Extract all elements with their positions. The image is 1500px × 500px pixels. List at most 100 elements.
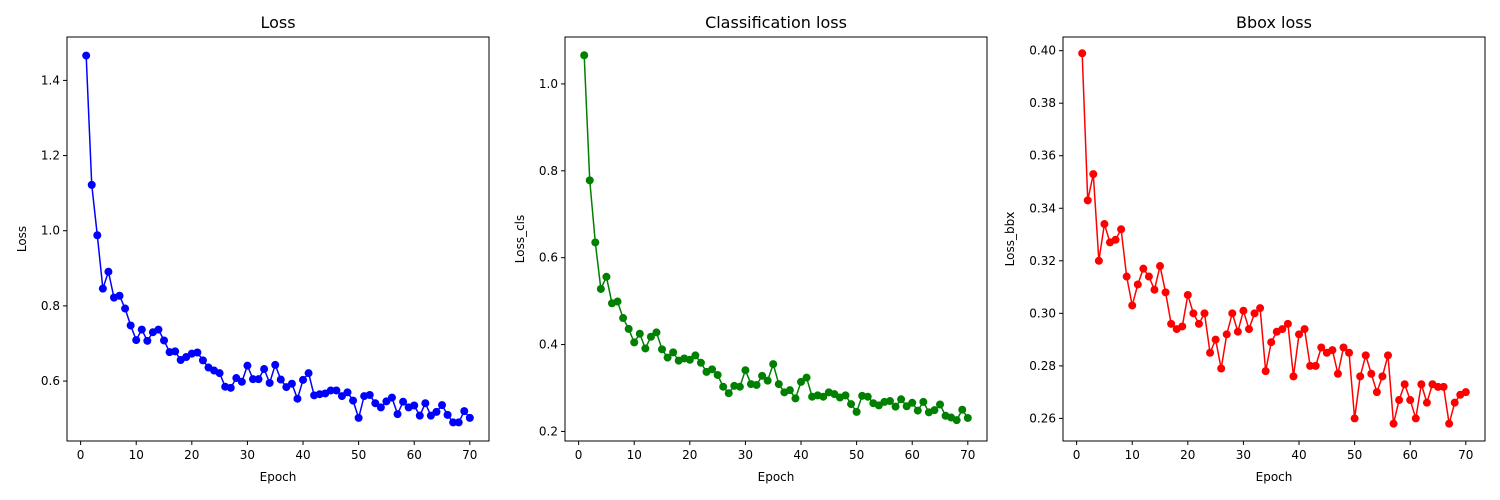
data-point-58 bbox=[897, 395, 906, 404]
data-point-31 bbox=[1244, 325, 1253, 334]
x-tick-label-4: 40 bbox=[1291, 448, 1306, 462]
data-point-46 bbox=[332, 386, 341, 395]
classification-loss-chart-x-axis-label: Epoch bbox=[758, 470, 795, 484]
data-point-21 bbox=[193, 348, 202, 357]
data-point-51 bbox=[1356, 372, 1365, 381]
data-point-5 bbox=[1100, 220, 1109, 229]
data-point-56 bbox=[387, 393, 396, 402]
data-point-2 bbox=[87, 180, 96, 189]
x-tick-label-0: 0 bbox=[77, 448, 85, 462]
x-tick-label-3: 30 bbox=[738, 448, 753, 462]
data-point-70 bbox=[1461, 388, 1470, 397]
loss-chart: Loss Epoch Loss 0 10 20 30 40 50 60 70 0.6 0.8 1.0… bbox=[15, 13, 490, 484]
data-point-52 bbox=[365, 390, 374, 399]
data-point-5 bbox=[602, 272, 611, 281]
data-point-14 bbox=[652, 328, 661, 337]
y-tick-label-0: 0.26 bbox=[1029, 411, 1056, 425]
data-point-34 bbox=[763, 376, 772, 385]
data-point-32 bbox=[254, 375, 263, 384]
data-point-54 bbox=[376, 403, 385, 412]
data-point-36 bbox=[774, 380, 783, 389]
data-point-69 bbox=[460, 407, 469, 416]
data-point-8 bbox=[121, 304, 130, 313]
data-point-54 bbox=[1372, 388, 1381, 397]
classification-loss-chart: Classification loss Epoch Loss_cls 0 10 20… bbox=[513, 13, 988, 484]
data-point-7 bbox=[115, 291, 124, 300]
data-point-15 bbox=[658, 345, 667, 354]
data-point-70 bbox=[963, 413, 972, 422]
data-point-22 bbox=[1194, 319, 1203, 328]
data-point-33 bbox=[758, 371, 767, 380]
data-point-65 bbox=[936, 400, 945, 409]
data-point-41 bbox=[1300, 325, 1309, 334]
data-point-37 bbox=[1278, 325, 1287, 334]
y-tick-label-3: 1.2 bbox=[41, 149, 60, 163]
y-tick-label-2: 0.30 bbox=[1029, 306, 1056, 320]
data-point-36 bbox=[276, 375, 285, 384]
data-point-56 bbox=[1383, 351, 1392, 360]
x-tick-label-7: 70 bbox=[462, 448, 477, 462]
data-point-29 bbox=[1233, 327, 1242, 336]
data-point-60 bbox=[1406, 396, 1415, 405]
series-line-0 bbox=[583, 55, 969, 422]
classification-loss-chart-y-axis-label: Loss_cls bbox=[513, 215, 527, 264]
y-tick-label-4: 0.34 bbox=[1029, 201, 1056, 215]
data-point-10 bbox=[132, 336, 141, 345]
data-point-20 bbox=[1183, 290, 1192, 299]
data-point-35 bbox=[1267, 338, 1276, 347]
data-point-39 bbox=[791, 394, 800, 403]
data-point-67 bbox=[449, 418, 458, 427]
data-point-48 bbox=[1339, 343, 1348, 352]
x-tick-label-0: 0 bbox=[575, 448, 583, 462]
x-tick-label-1: 10 bbox=[627, 448, 642, 462]
data-point-1 bbox=[1078, 49, 1087, 58]
data-point-43 bbox=[1311, 361, 1320, 370]
data-point-26 bbox=[1217, 364, 1226, 373]
data-point-21 bbox=[1189, 309, 1198, 318]
data-point-11 bbox=[137, 325, 146, 334]
x-tick-label-2: 20 bbox=[1180, 448, 1195, 462]
data-point-61 bbox=[913, 406, 922, 415]
bbox-loss-chart-y-axis-label: Loss_bbx bbox=[1003, 212, 1017, 267]
y-tick-label-1: 0.4 bbox=[539, 338, 558, 352]
data-point-25 bbox=[215, 369, 224, 378]
data-point-58 bbox=[1395, 396, 1404, 405]
y-tick-label-5: 0.36 bbox=[1029, 149, 1056, 163]
x-tick-label-6: 60 bbox=[905, 448, 920, 462]
data-point-7 bbox=[1111, 235, 1120, 244]
y-tick-label-1: 0.28 bbox=[1029, 359, 1056, 373]
y-tick-label-1: 0.8 bbox=[41, 299, 60, 313]
data-point-65 bbox=[438, 401, 447, 410]
data-point-30 bbox=[1239, 306, 1248, 315]
x-tick-label-4: 40 bbox=[295, 448, 310, 462]
data-point-44 bbox=[819, 392, 828, 401]
data-point-27 bbox=[1222, 330, 1231, 339]
data-point-25 bbox=[1211, 335, 1220, 344]
data-point-31 bbox=[248, 375, 257, 384]
data-point-64 bbox=[432, 407, 441, 416]
data-point-50 bbox=[354, 413, 363, 422]
series-line-0 bbox=[1081, 53, 1467, 424]
data-point-9 bbox=[1122, 272, 1131, 281]
data-point-19 bbox=[1178, 322, 1187, 331]
data-point-46 bbox=[1328, 346, 1337, 355]
data-point-53 bbox=[1367, 369, 1376, 378]
data-point-27 bbox=[724, 389, 733, 398]
plot-frame bbox=[66, 36, 490, 442]
x-tick-label-3: 30 bbox=[240, 448, 255, 462]
data-point-12 bbox=[1139, 264, 1148, 273]
y-tick-label-3: 0.32 bbox=[1029, 254, 1056, 268]
data-point-17 bbox=[171, 347, 180, 356]
loss-chart-x-axis-label: Epoch bbox=[260, 470, 297, 484]
data-point-39 bbox=[1289, 372, 1298, 381]
data-point-25 bbox=[713, 370, 722, 379]
data-point-2 bbox=[585, 176, 594, 185]
data-point-49 bbox=[349, 396, 358, 405]
data-point-27 bbox=[226, 383, 235, 392]
x-tick-label-5: 50 bbox=[849, 448, 864, 462]
data-point-53 bbox=[371, 399, 380, 408]
classification-loss-chart-title: Classification loss bbox=[705, 13, 847, 32]
y-tick-label-4: 1.0 bbox=[539, 77, 558, 91]
bbox-loss-chart-title: Bbox loss bbox=[1236, 13, 1312, 32]
